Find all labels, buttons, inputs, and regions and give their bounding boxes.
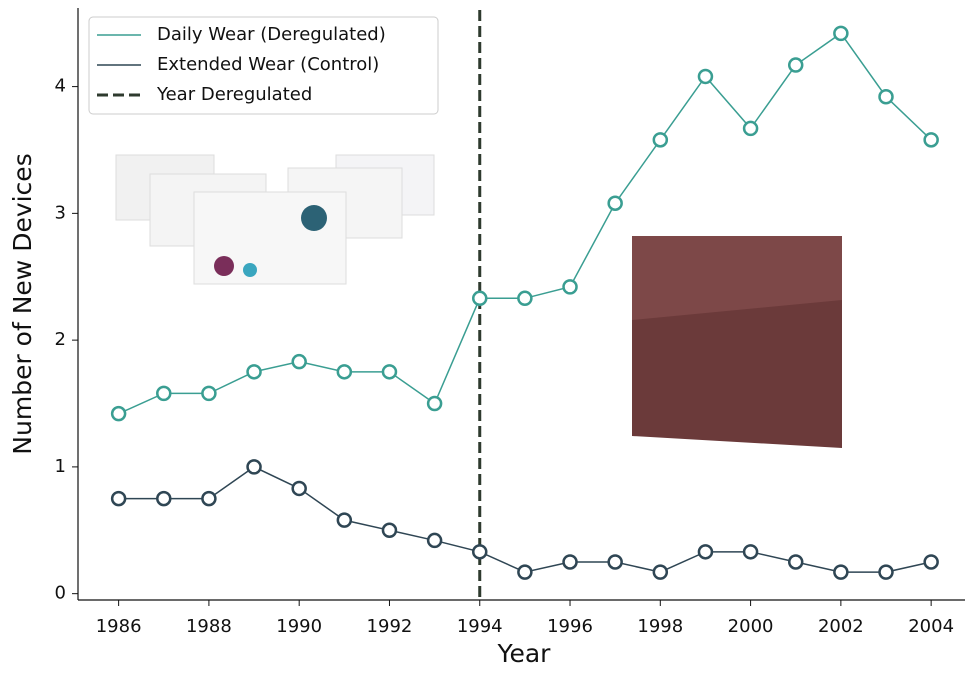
x-tick-label: 1990 [276,616,322,637]
point [697,68,714,85]
y-axis-label: Number of New Devices [8,153,37,454]
point [787,57,804,73]
y-tick-label: 3 [55,202,66,223]
point [246,459,262,475]
point [336,364,353,380]
x-tick-label: 1988 [186,616,232,637]
point [336,512,353,528]
point [517,564,533,580]
point [381,364,398,380]
point [652,132,669,148]
point [201,385,217,402]
x-tick-label: 2000 [728,616,774,637]
legend-label: Daily Wear (Deregulated) [157,24,386,45]
legend-box [88,16,439,115]
point [923,132,939,148]
y-tick-label: 1 [55,456,66,477]
point [742,120,759,137]
point [833,564,849,580]
legend-label: Year Deregulated [156,84,312,105]
y-tick-label: 2 [55,329,66,350]
point [156,385,172,402]
x-tick-label: 2002 [818,616,864,637]
point [562,279,578,295]
point [697,544,714,560]
point [110,490,127,507]
x-tick-label: 1998 [637,616,683,637]
x-tick-label: 1986 [96,616,142,637]
point [742,544,759,560]
x-tick-label: 1994 [457,616,503,637]
x-tick-label: 2004 [908,616,954,637]
y-tick-label: 4 [55,76,66,97]
point [381,522,398,539]
legend-label: Extended Wear (Control) [157,54,379,75]
x-tick-label: 1992 [367,616,413,637]
point [291,480,307,497]
point [110,405,127,422]
point [156,490,172,507]
point [471,544,488,560]
point [426,532,443,549]
point [607,195,623,211]
point [246,364,262,380]
series-line [118,466,932,573]
point [787,554,804,570]
point [923,554,939,570]
point [878,88,894,105]
x-axis-label: Year [497,639,552,668]
y-tick-label: 0 [55,583,66,604]
x-tick-label: 1996 [547,616,593,637]
point [291,353,307,370]
point [201,490,217,507]
point [562,554,578,570]
point [426,395,443,412]
point [607,554,623,570]
point [878,564,894,580]
point [471,290,488,307]
point [517,290,533,307]
point [652,564,669,580]
point [833,25,849,42]
product-photos [115,154,842,448]
